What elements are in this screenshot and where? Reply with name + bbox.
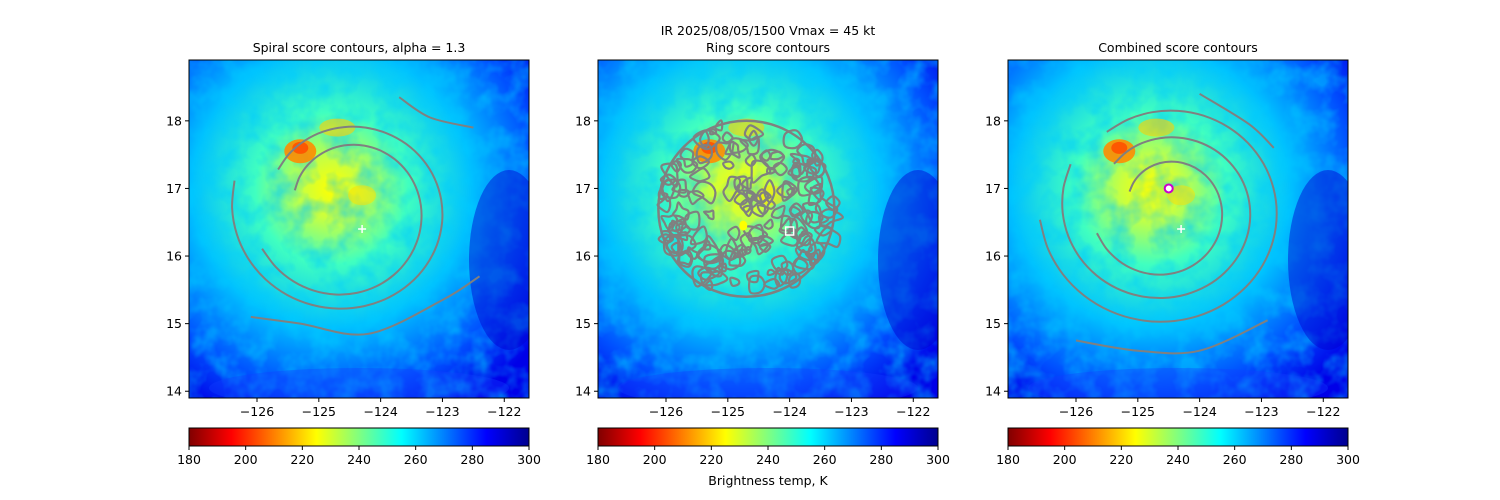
score-contours bbox=[231, 96, 481, 336]
ir-image bbox=[1008, 60, 1348, 398]
x-tick-label: −126 bbox=[1059, 404, 1093, 419]
colorbar-tick-label: 240 bbox=[347, 452, 371, 467]
x-tick-label: −123 bbox=[834, 404, 868, 419]
x-tick-label: −125 bbox=[711, 404, 745, 419]
y-tick-label: 18 bbox=[985, 113, 1001, 128]
x-tick-label: −124 bbox=[1182, 404, 1216, 419]
y-tick-label: 17 bbox=[985, 181, 1001, 196]
colorbar-tick-label: 280 bbox=[869, 452, 893, 467]
colorbar bbox=[1007, 427, 1349, 447]
colorbar-tick-label: 260 bbox=[404, 452, 428, 467]
colorbar-tick-label: 280 bbox=[1279, 452, 1303, 467]
colorbar-tick-label: 300 bbox=[1336, 452, 1360, 467]
x-tick-label: −122 bbox=[1306, 404, 1340, 419]
colorbar-tick-label: 220 bbox=[699, 452, 723, 467]
x-tick-label: −126 bbox=[649, 404, 683, 419]
colorbar-tick-label: 180 bbox=[586, 452, 610, 467]
x-tick-label: −124 bbox=[363, 404, 397, 419]
ir-image bbox=[598, 60, 938, 398]
x-tick-label: −123 bbox=[1244, 404, 1278, 419]
colorbar-tick-label: 240 bbox=[756, 452, 780, 467]
colorbar-tick-label: 180 bbox=[177, 452, 201, 467]
y-tick-label: 14 bbox=[575, 384, 591, 399]
colorbar-tick-label: 180 bbox=[996, 452, 1020, 467]
colorbar-tick-label: 300 bbox=[926, 452, 950, 467]
y-tick-label: 15 bbox=[166, 316, 182, 331]
x-tick-label: −122 bbox=[487, 404, 521, 419]
combined-center-marker bbox=[1163, 183, 1174, 194]
colorbar-tick-label: 220 bbox=[1109, 452, 1133, 467]
colorbar-tick-label: 200 bbox=[1053, 452, 1077, 467]
x-tick-label: −122 bbox=[896, 404, 930, 419]
y-tick-label: 14 bbox=[985, 384, 1001, 399]
y-tick-label: 15 bbox=[575, 316, 591, 331]
y-tick-label: 18 bbox=[575, 113, 591, 128]
colorbar-tick-label: 280 bbox=[460, 452, 484, 467]
panel-1: Spiral score contours, alpha = 1.3 −126 −1… bbox=[166, 40, 541, 467]
ir-image bbox=[189, 60, 529, 398]
colorbar-tick-label: 260 bbox=[1223, 452, 1247, 467]
y-tick-label: 16 bbox=[575, 249, 591, 264]
panel-title: Ring score contours bbox=[706, 40, 830, 55]
axes-frame bbox=[1007, 59, 1349, 399]
y-tick-label: 17 bbox=[575, 181, 591, 196]
y-tick-label: 16 bbox=[166, 249, 182, 264]
x-tick-label: −123 bbox=[425, 404, 459, 419]
colorbar-tick-label: 220 bbox=[290, 452, 314, 467]
score-contours bbox=[656, 119, 844, 298]
colorbar bbox=[597, 427, 939, 447]
panel-2: Ring score contours −126 −125 −124 −123 −122 1… bbox=[575, 40, 950, 467]
y-tick-label: 17 bbox=[166, 181, 182, 196]
y-tick-label: 14 bbox=[166, 384, 182, 399]
center-plus-marker bbox=[358, 225, 367, 233]
panel-title: Combined score contours bbox=[1098, 40, 1258, 55]
colorbar-tick-label: 200 bbox=[643, 452, 667, 467]
axes-frame bbox=[597, 59, 939, 399]
score-contours bbox=[1038, 92, 1278, 355]
y-tick-label: 15 bbox=[985, 316, 1001, 331]
figure-suptitle: IR 2025/08/05/1500 Vmax = 45 kt bbox=[661, 23, 876, 38]
center-plus-marker bbox=[1177, 225, 1186, 233]
colorbar-tick-label: 260 bbox=[813, 452, 837, 467]
x-tick-label: −125 bbox=[302, 404, 336, 419]
panel-title: Spiral score contours, alpha = 1.3 bbox=[253, 40, 466, 55]
colorbar-tick-label: 200 bbox=[234, 452, 258, 467]
panel-3: Combined score contours −126 −125 −124 −123 −… bbox=[985, 40, 1360, 467]
x-tick-label: −125 bbox=[1121, 404, 1155, 419]
y-tick-label: 18 bbox=[166, 113, 182, 128]
axes-frame bbox=[188, 59, 530, 399]
x-tick-label: −126 bbox=[240, 404, 274, 419]
colorbar-tick-label: 300 bbox=[517, 452, 541, 467]
colorbar bbox=[188, 427, 530, 447]
x-tick-label: −124 bbox=[772, 404, 806, 419]
colorbar-label: Brightness temp, K bbox=[708, 473, 828, 488]
ring-center-marker bbox=[784, 226, 795, 236]
y-tick-label: 16 bbox=[985, 249, 1001, 264]
colorbar-tick-label: 240 bbox=[1166, 452, 1190, 467]
